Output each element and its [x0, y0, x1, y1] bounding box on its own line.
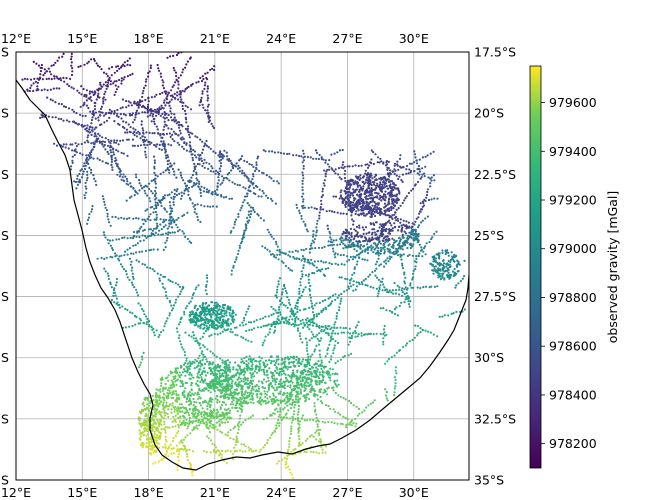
x-tick-label: 18°E	[134, 485, 164, 500]
y-tick-label-clipped: S	[1, 411, 9, 426]
y-tick-label-clipped: S	[1, 45, 9, 60]
map-gridlines	[15, 51, 469, 481]
x-tick-label: 24°E	[266, 485, 296, 500]
y-tick-label-clipped: S	[1, 167, 9, 182]
colorbar-ticks: 978200 978400 978600 978800 979000 979200 9794…	[541, 95, 597, 451]
y-tick-label: 22.5°S	[474, 167, 516, 182]
x-tick-label: 21°E	[200, 31, 230, 46]
coastline	[16, 79, 469, 471]
x-tick-label: 12°E	[1, 485, 31, 500]
colorbar-tick-label: 979600	[549, 95, 597, 110]
colorbar-tick-label: 979000	[549, 241, 597, 256]
y-tick-label-clipped: S	[1, 106, 9, 121]
colorbar-tick-label: 978400	[549, 387, 597, 402]
x-tick-label: 30°E	[399, 485, 429, 500]
x-tick-label: 27°E	[332, 31, 362, 46]
x-tick-label: 30°E	[399, 31, 429, 46]
y-tick-label: 20°S	[474, 106, 504, 121]
y-tick-label: 32.5°S	[474, 411, 516, 426]
map-area	[16, 52, 469, 480]
x-tick-labels-bottom: 12°E 15°E 18°E 21°E 24°E 27°E 30°E	[1, 485, 429, 500]
x-tick-label: 15°E	[67, 31, 97, 46]
y-tick-label-clipped: S	[1, 289, 9, 304]
y-tick-label: 35°S	[474, 473, 504, 488]
y-tick-label-clipped: S	[1, 228, 9, 243]
colorbar-tick-label: 978800	[549, 290, 597, 305]
colorbar-tick-label: 978200	[549, 436, 597, 451]
x-tick-label: 15°E	[67, 485, 97, 500]
y-tick-label: 17.5°S	[474, 45, 516, 60]
y-tick-labels-right: 17.5°S 20°S 22.5°S 25°S 27.5°S 30°S 32.5°S 35°S	[474, 45, 516, 488]
x-tick-label: 18°E	[134, 31, 164, 46]
y-tick-label: 30°S	[474, 350, 504, 365]
colorbar-tick-label: 979200	[549, 193, 597, 208]
y-tick-label-clipped: S	[1, 350, 9, 365]
x-tick-label: 21°E	[200, 485, 230, 500]
y-tick-label: 25°S	[474, 228, 504, 243]
colorbar-tick-label: 979400	[549, 144, 597, 159]
x-tick-label: 12°E	[1, 31, 31, 46]
y-tick-labels-left: S S S S S S S S	[1, 45, 9, 488]
colorbar-label: observed gravity [mGal]	[605, 191, 620, 344]
colorbar	[529, 65, 542, 469]
x-tick-labels-top: 12°E 15°E 18°E 21°E 24°E 27°E 30°E	[1, 31, 429, 46]
y-tick-label: 27.5°S	[474, 289, 516, 304]
y-tick-label-clipped: S	[1, 473, 9, 488]
x-tick-label: 27°E	[332, 485, 362, 500]
x-tick-label: 24°E	[266, 31, 296, 46]
colorbar-tick-label: 978600	[549, 339, 597, 354]
map-border	[15, 51, 470, 481]
gravity-observation-tracks	[21, 52, 466, 479]
